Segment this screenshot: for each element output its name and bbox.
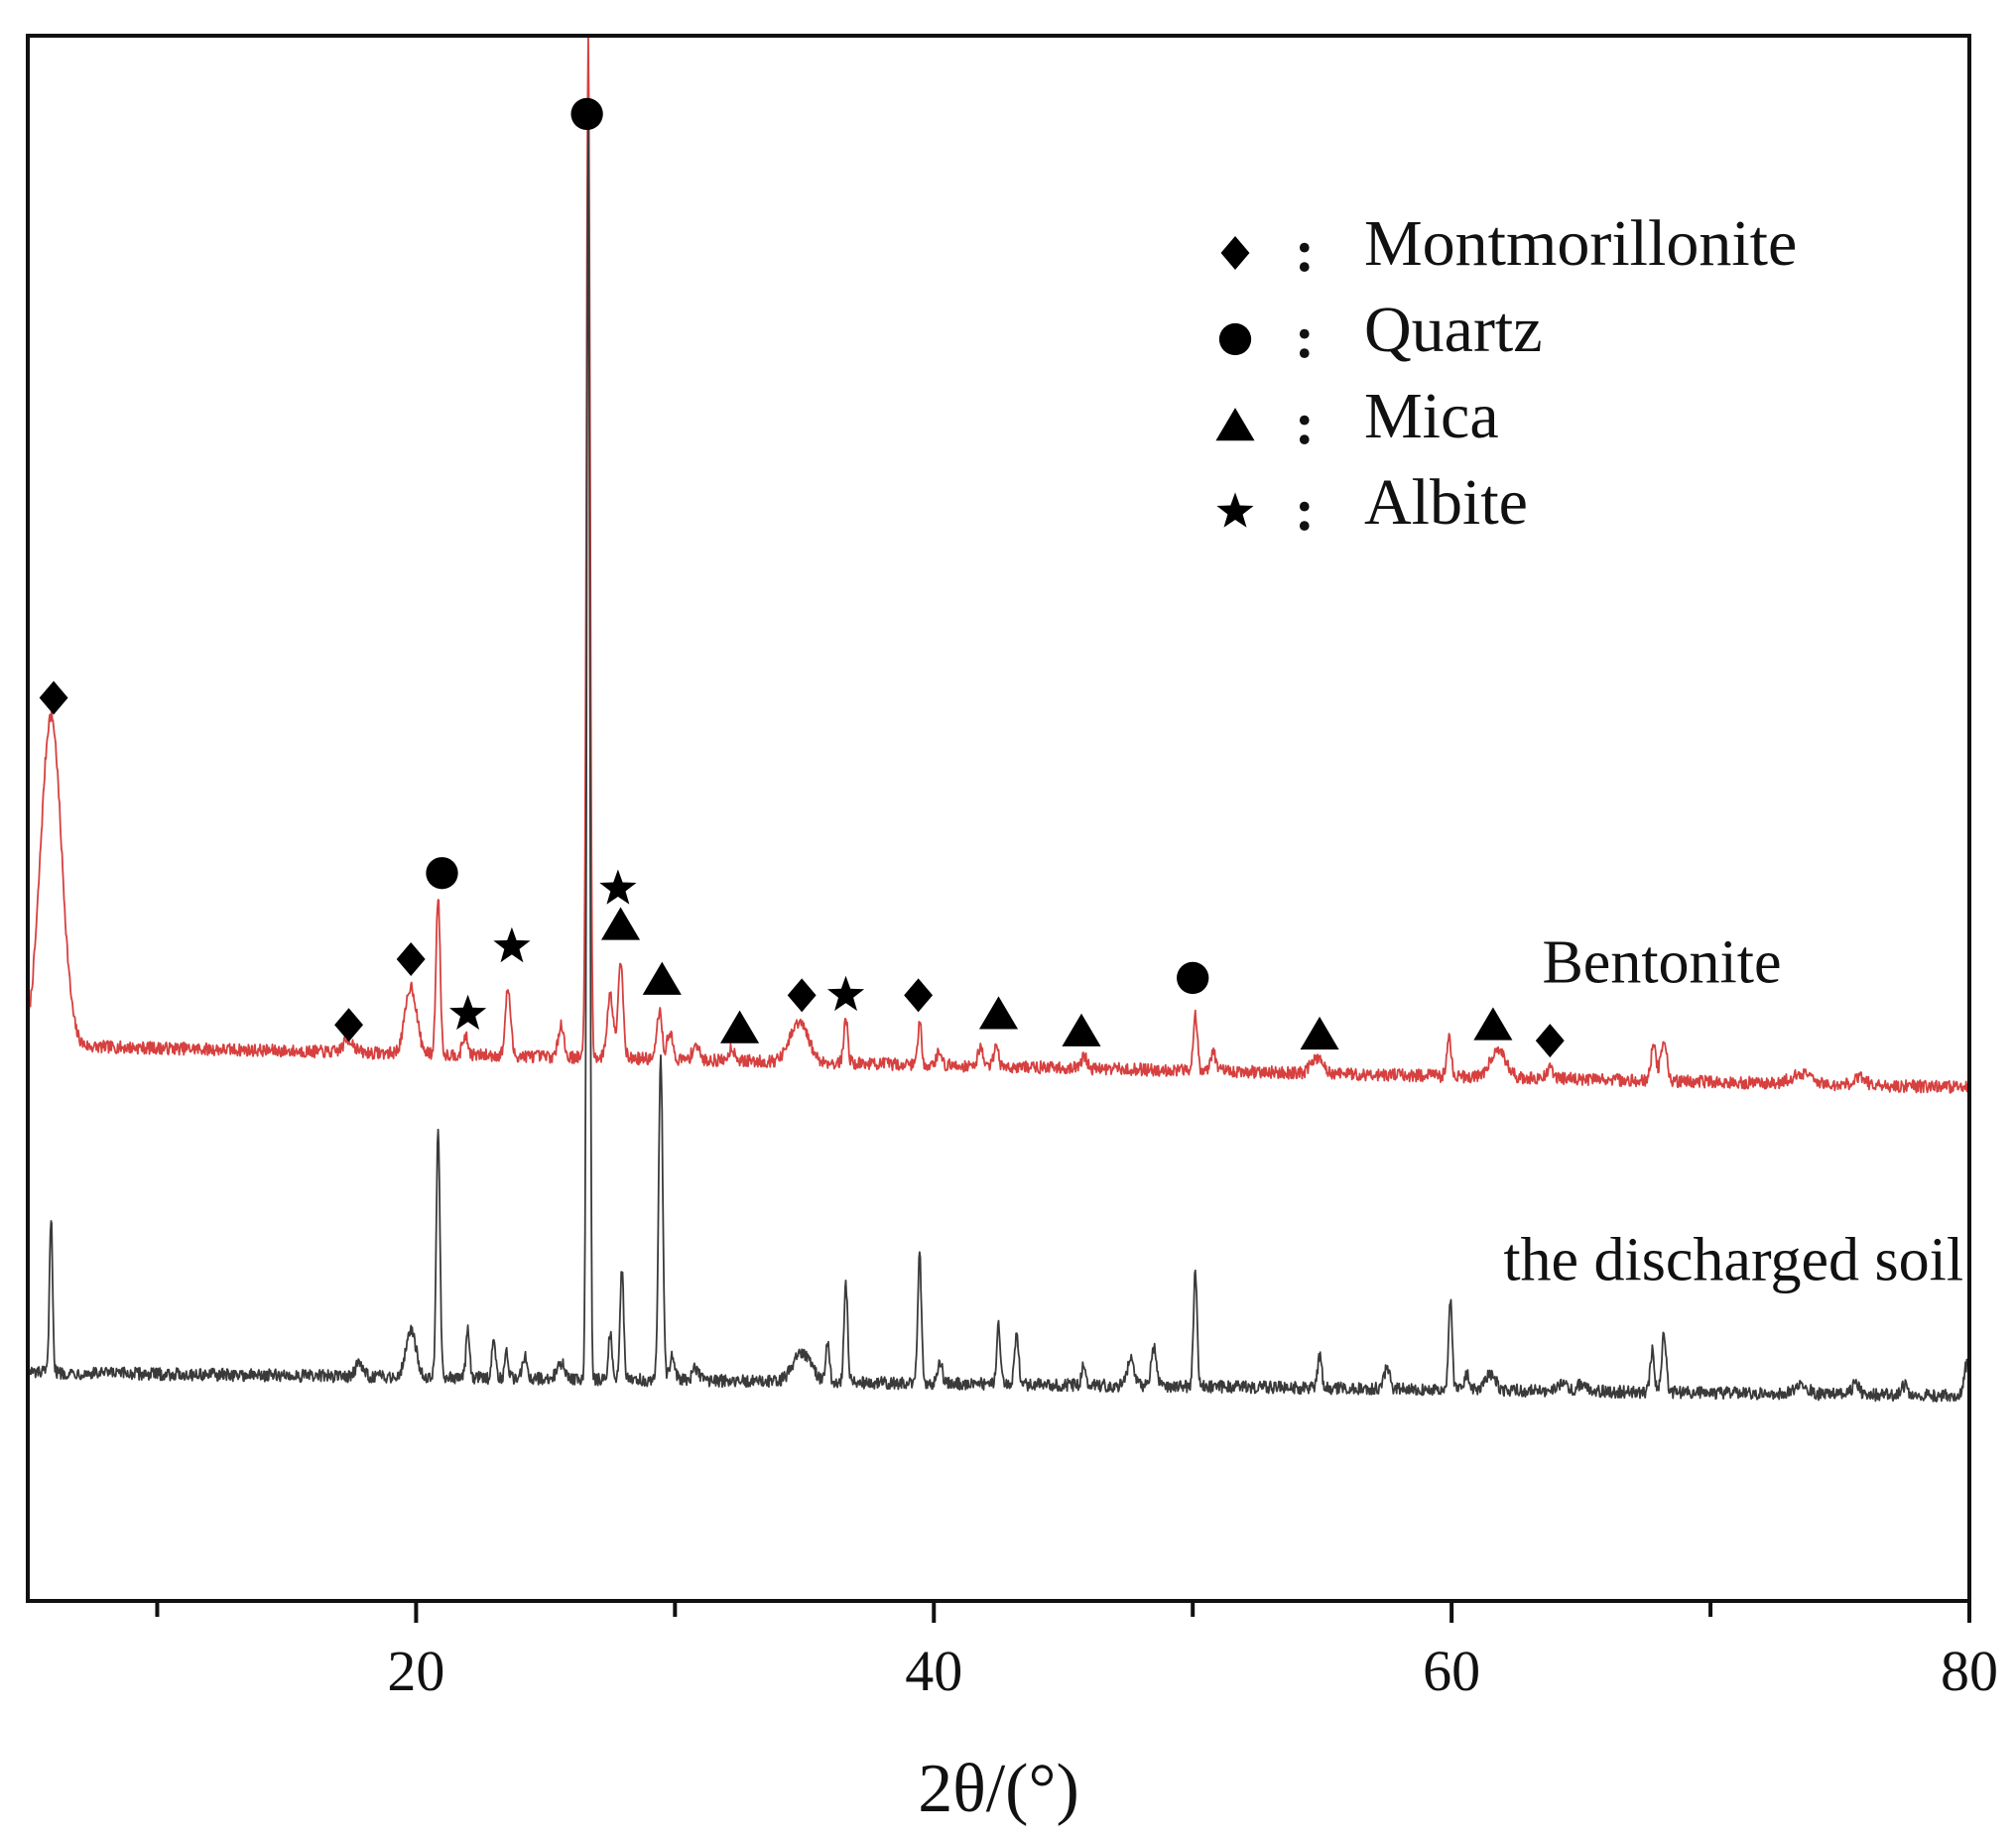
- peak-marker-star: [449, 994, 487, 1031]
- peak-marker-diamond: [904, 978, 934, 1013]
- legend-separator: :: [1295, 218, 1315, 284]
- plot-frame: [26, 34, 1971, 1603]
- x-tick-label: 40: [905, 1639, 962, 1703]
- x-tick-label: 60: [1423, 1639, 1480, 1703]
- peak-marker-circle: [570, 97, 603, 131]
- legend-label: Albite: [1364, 466, 1528, 539]
- legend-diamond-icon: [1220, 236, 1250, 270]
- peak-marker-triangle: [720, 1010, 760, 1043]
- peak-marker-circle: [426, 857, 458, 890]
- series-label: Bentonite: [1542, 929, 1781, 997]
- peak-marker-triangle: [600, 907, 641, 940]
- legend-triangle-icon: [1215, 408, 1255, 441]
- peak-marker-triangle: [978, 996, 1019, 1030]
- legend-star-icon: [1216, 492, 1254, 528]
- peak-marker-triangle: [642, 961, 682, 995]
- peak-marker-diamond: [1535, 1024, 1565, 1058]
- annotation-layer: [39, 97, 1565, 1058]
- series-layer: [27, 35, 1970, 1403]
- peak-marker-diamond: [396, 942, 426, 977]
- x-axis-title: 2θ/(°): [918, 1751, 1079, 1827]
- peak-marker-star: [827, 975, 865, 1012]
- legend-entry: : Albite: [1216, 466, 1528, 543]
- peak-marker-triangle: [1473, 1007, 1513, 1041]
- series-labels: Bentonite the discharged soil: [1503, 929, 1963, 1294]
- peak-marker-circle: [1177, 961, 1209, 995]
- peak-marker-triangle: [1062, 1013, 1101, 1046]
- legend: : Montmorillonite: Quartz: Mica: Albite: [1215, 207, 1797, 543]
- peak-marker-diamond: [334, 1008, 364, 1042]
- legend-label: Quartz: [1364, 294, 1543, 366]
- legend-separator: :: [1295, 391, 1315, 456]
- series-label: the discharged soil: [1503, 1227, 1963, 1294]
- series-line-bentonite: [27, 35, 1970, 1094]
- legend-circle-icon: [1218, 322, 1252, 356]
- series-line-discharged-soil: [27, 123, 1970, 1403]
- legend-separator: :: [1295, 477, 1315, 543]
- peak-marker-star: [599, 869, 637, 905]
- peak-marker-triangle: [1300, 1016, 1339, 1050]
- peak-marker-star: [493, 926, 531, 963]
- x-tick-label: 20: [387, 1639, 444, 1703]
- peak-marker-diamond: [787, 978, 817, 1013]
- legend-entry: : Montmorillonite: [1220, 207, 1797, 284]
- legend-separator: :: [1295, 305, 1315, 370]
- legend-entry: : Quartz: [1218, 294, 1543, 370]
- legend-label: Mica: [1364, 380, 1499, 452]
- x-axis: 20 40 60 80: [155, 1601, 1998, 1703]
- legend-label: Montmorillonite: [1364, 207, 1797, 280]
- legend-entry: : Mica: [1215, 380, 1499, 456]
- peak-marker-diamond: [39, 680, 68, 715]
- x-tick-label: 80: [1941, 1639, 1998, 1703]
